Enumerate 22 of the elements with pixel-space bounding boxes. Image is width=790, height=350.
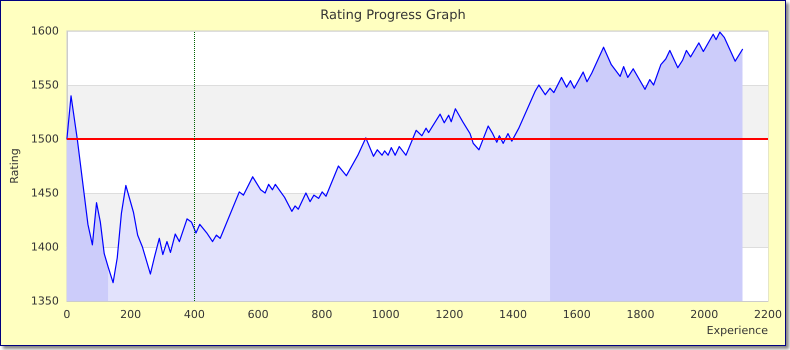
x-tick-label: 1600 bbox=[562, 308, 591, 321]
x-tick-label: 600 bbox=[248, 308, 269, 321]
x-axis-title: Experience bbox=[706, 324, 768, 337]
x-tick-label: 200 bbox=[120, 308, 142, 321]
y-tick-label: 1500 bbox=[30, 132, 59, 146]
y-tick-label: 1350 bbox=[30, 294, 59, 308]
y-axis-title: Rating bbox=[8, 148, 21, 184]
x-tick-label: 800 bbox=[311, 308, 332, 321]
x-tick-label: 1400 bbox=[499, 308, 528, 321]
x-tick-label: 2200 bbox=[754, 308, 782, 321]
x-tick-label: 1800 bbox=[626, 308, 655, 321]
x-tick-label: 1000 bbox=[372, 308, 400, 321]
x-tick-label: 400 bbox=[184, 308, 205, 321]
x-tick-label: 2000 bbox=[690, 308, 718, 321]
y-tick-label: 1400 bbox=[30, 240, 59, 254]
chart-title: Rating Progress Graph bbox=[320, 8, 466, 23]
x-tick-label: 0 bbox=[63, 308, 70, 321]
y-tick-label: 1600 bbox=[30, 24, 59, 38]
y-tick-label: 1550 bbox=[30, 78, 59, 92]
x-tick-label: 1200 bbox=[435, 308, 464, 321]
y-tick-label: 1450 bbox=[30, 186, 59, 200]
line-series bbox=[66, 31, 744, 284]
